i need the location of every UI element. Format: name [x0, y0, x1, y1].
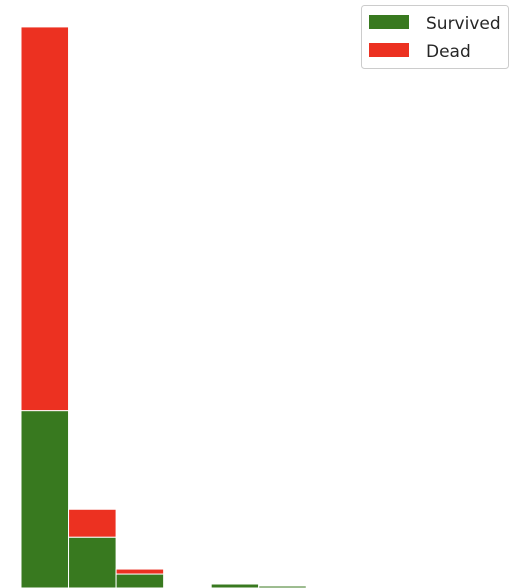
legend-label-dead: Dead — [426, 42, 471, 62]
legend-swatch-dead — [369, 43, 409, 57]
legend-swatch-survived — [369, 15, 409, 29]
bar-survived-bin-2 — [115, 573, 165, 588]
bars-layer — [20, 26, 307, 588]
bar-survived-bin-1 — [68, 536, 117, 588]
legend: Survived Dead — [361, 5, 509, 69]
bar-dead-bin-2 — [115, 568, 165, 575]
bar-survived-bin-4 — [210, 583, 260, 588]
bar-dead-bin-0 — [20, 26, 70, 412]
legend-label-survived: Survived — [426, 14, 501, 34]
bar-dead-bin-5 — [258, 584, 307, 587]
bar-survived-bin-0 — [20, 410, 70, 588]
bar-dead-bin-1 — [68, 508, 117, 538]
